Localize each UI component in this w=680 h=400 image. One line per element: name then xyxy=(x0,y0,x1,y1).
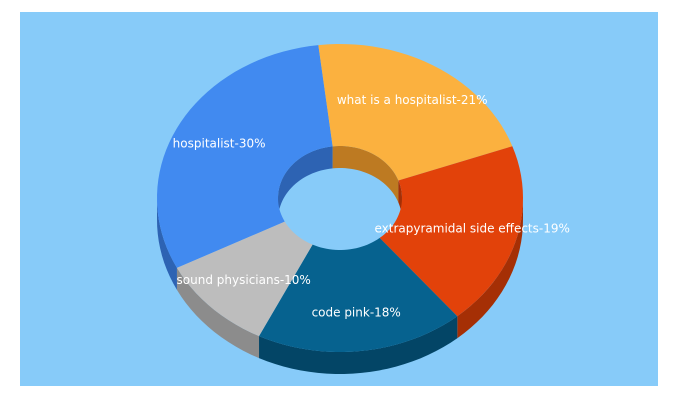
slice-extrapyramidal-side-effects[interactable] xyxy=(379,146,523,317)
slice-code-pink[interactable] xyxy=(259,237,458,352)
slice-label-extrapyramidal-side-effects: extrapyramidal side effects-19% xyxy=(374,221,569,235)
slice-label-hospitalist: hospitalist-30% xyxy=(173,137,266,151)
slice-side-extrapyramidal-side-effects xyxy=(457,197,523,339)
donut-sides xyxy=(157,197,523,374)
slice-sound-physicians[interactable] xyxy=(176,221,313,337)
slice-side-sound-physicians xyxy=(176,267,260,359)
donut-chart: hospitalist-30% what is a hospitalist-21%… xyxy=(157,44,570,374)
slice-inner-wall-hospitalist xyxy=(278,146,333,221)
slice-side-code-pink xyxy=(259,316,458,374)
slice-side-hospitalist xyxy=(157,197,177,290)
slice-hospitalist[interactable] xyxy=(157,45,333,268)
slice-label-sound-physicians: sound physicians-10% xyxy=(177,273,311,287)
slice-inner-wall-what-is-a-hospitalist xyxy=(332,146,399,203)
slice-what-is-a-hospitalist[interactable] xyxy=(318,44,513,181)
chart-panel: hospitalist-30% what is a hospitalist-21%… xyxy=(20,12,658,386)
slice-labels: hospitalist-30% what is a hospitalist-21%… xyxy=(173,93,570,319)
donut-slices xyxy=(157,44,523,352)
slice-label-code-pink: code pink-18% xyxy=(312,305,401,319)
slice-label-what-is-a-hospitalist: what is a hospitalist-21% xyxy=(337,93,488,107)
